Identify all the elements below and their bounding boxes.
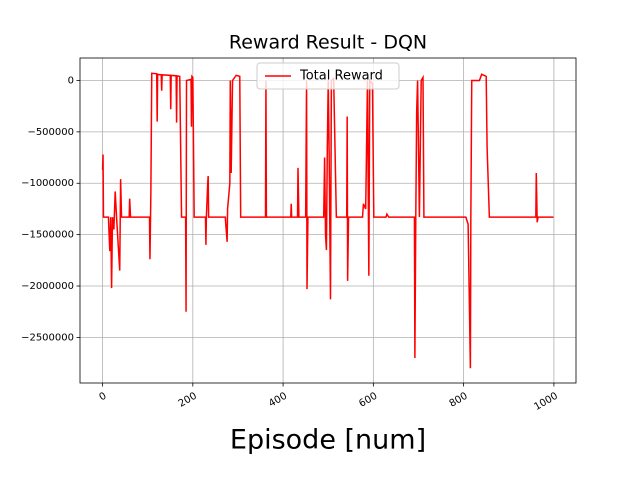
y-tick-label: −2000000 [21,281,74,292]
x-tick-label: 200 [177,391,199,410]
y-tick-label: −1000000 [21,178,74,189]
axes-frame [79,57,577,384]
legend-label: Total Reward [299,69,383,84]
x-tick-label: 0 [98,391,109,404]
x-tick-label: 400 [267,391,289,410]
line-series [101,72,554,369]
x-tick-label: 1000 [532,391,560,413]
y-tick-label: 0 [68,75,74,86]
y-tick-label: −1500000 [21,230,74,241]
y-tick-label: −500000 [27,127,74,138]
chart-title: Reward Result - DQN [229,32,427,54]
x-tick-label: 800 [448,391,470,410]
y-tick-label: −2500000 [21,332,74,343]
legend-box [256,62,400,90]
x-tick-label: 600 [357,391,379,410]
x-axis-label: Episode [num] [230,425,426,456]
